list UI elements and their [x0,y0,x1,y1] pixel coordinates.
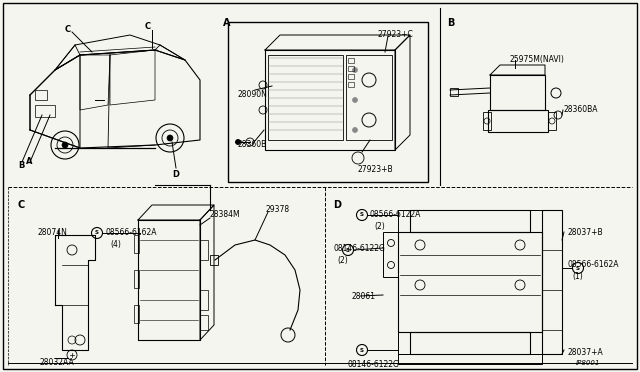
Bar [348,66,354,71]
Text: 08146-6122G: 08146-6122G [333,244,385,253]
Text: S: S [576,266,580,270]
Bar [398,354,542,364]
Text: A: A [223,18,230,28]
Bar [210,255,218,265]
Text: D: D [333,200,341,210]
Circle shape [236,140,241,144]
Bar [265,50,395,150]
Text: (2): (2) [337,256,348,265]
Text: C: C [18,200,25,210]
Text: IP8001: IP8001 [575,360,600,366]
Bar [483,112,491,130]
Text: D: D [172,170,179,179]
Text: 28037+B: 28037+B [567,228,603,237]
Bar [346,55,392,140]
Bar [410,210,530,232]
Text: B: B [18,160,24,170]
Bar [200,315,208,330]
Bar [268,55,343,140]
Text: 28360B: 28360B [238,140,268,149]
Text: (2): (2) [374,222,385,231]
Circle shape [353,97,358,103]
Circle shape [62,142,68,148]
Text: 08566-6162A: 08566-6162A [567,260,618,269]
Text: 08566-6162A: 08566-6162A [105,228,157,237]
Text: S: S [95,231,99,235]
Circle shape [353,67,358,73]
Circle shape [167,135,173,141]
Bar [35,90,47,100]
Text: A: A [26,157,33,167]
Text: 28074N: 28074N [38,228,68,237]
Bar [348,82,354,87]
Text: 27923+B: 27923+B [358,165,394,174]
Text: 28090N: 28090N [238,90,268,99]
Bar [450,88,458,96]
Bar [383,232,398,277]
Bar [410,332,530,354]
Bar [488,110,548,132]
Bar [490,75,545,110]
Bar [134,235,139,253]
Bar [348,58,354,63]
Text: C: C [145,22,151,31]
Text: 08146-6122G: 08146-6122G [348,360,400,369]
Bar [228,22,428,182]
Circle shape [353,128,358,132]
Text: S: S [360,347,364,353]
Bar [134,270,139,288]
Bar [35,105,55,117]
Text: (1): (1) [572,272,583,281]
Text: 29378: 29378 [265,205,289,214]
Text: S: S [346,247,350,253]
Text: C: C [65,25,71,34]
Text: 28384M: 28384M [210,210,241,219]
Text: B: B [447,18,454,28]
Text: 28061: 28061 [352,292,376,301]
Bar [134,305,139,323]
Text: 28360BA: 28360BA [563,105,598,114]
Bar [200,290,208,310]
Text: 08566-6122A: 08566-6122A [370,210,421,219]
Bar [200,240,208,260]
Bar [548,112,556,130]
Text: 28032AA: 28032AA [40,358,75,367]
Text: 25975M(NAVI): 25975M(NAVI) [510,55,565,64]
Text: (4): (4) [110,240,121,249]
Bar [348,74,354,79]
Text: 28037+A: 28037+A [567,348,603,357]
Bar [398,232,542,332]
Text: 27923+C: 27923+C [377,30,413,39]
Text: S: S [360,212,364,218]
Bar [542,210,562,354]
